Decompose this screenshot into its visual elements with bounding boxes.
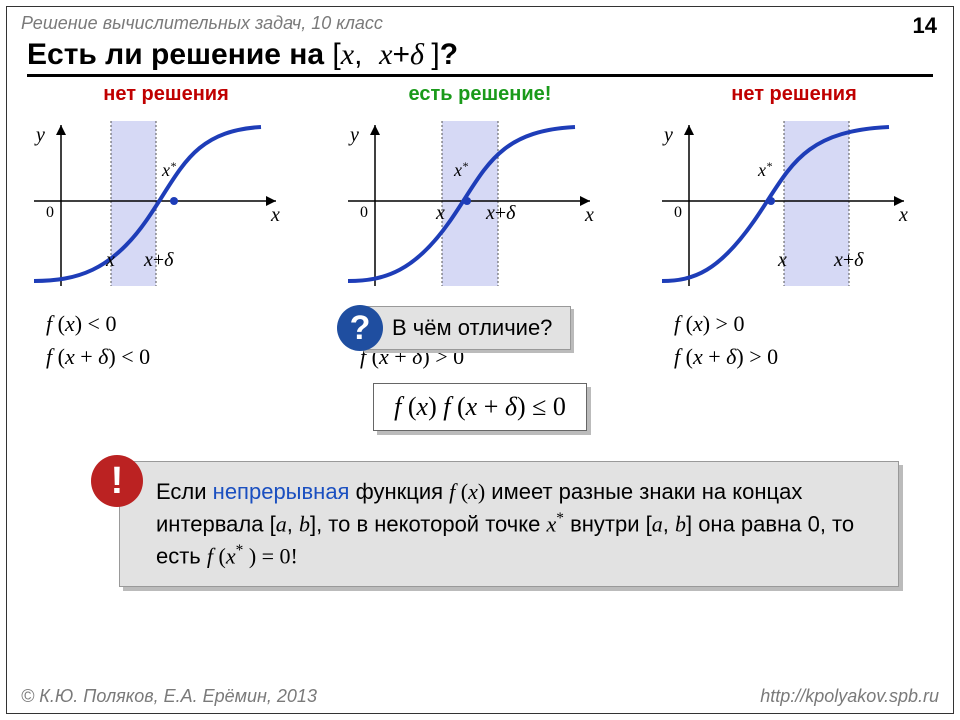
bolzano-wrap: ! Если непрерывная функция f (x) имеет р… (67, 461, 923, 587)
question-text: В чём отличие? (361, 306, 571, 350)
bolzano-a: a (276, 511, 287, 536)
svg-text:y: y (662, 124, 673, 146)
bolzano-t2: функция (349, 479, 449, 504)
svg-text:x*: x* (757, 159, 772, 180)
bolzano-xstar: x (546, 511, 556, 536)
svg-text:x: x (777, 249, 787, 271)
center-formula: f (x) f (x + δ) ≤ 0 (373, 383, 587, 431)
title-rule (27, 74, 933, 77)
bolzano-a2: a (652, 511, 663, 536)
graph-1-svg: y x 0 x* x x+δ (16, 111, 306, 296)
graph-1-caption: нет решения (16, 83, 316, 109)
page-number: 14 (913, 13, 937, 39)
question-badge: ? (337, 305, 383, 351)
svg-text:0: 0 (46, 204, 54, 221)
svg-text:x: x (898, 204, 908, 226)
footer-url: http://kpolyakov.spb.ru (760, 686, 939, 707)
bolzano-sup1: * (556, 510, 564, 527)
bolzano-blue: непрерывная (213, 479, 350, 504)
question-callout: ? В чём отличие? (337, 305, 571, 351)
bolzano-box: Если непрерывная функция f (x) имеет раз… (119, 461, 899, 587)
svg-text:x: x (105, 249, 115, 271)
bolzano-t4: ], то в некоторой точке (310, 511, 547, 536)
svg-text:x+δ: x+δ (143, 249, 174, 271)
bolzano-t5: внутри [ (564, 511, 652, 536)
svg-text:y: y (348, 124, 359, 146)
bolzano-t7: ) = 0! (243, 543, 298, 568)
exclaim-badge: ! (91, 455, 143, 507)
bolzano-comma1: , (287, 511, 299, 536)
bolzano-b: b (299, 511, 310, 536)
footer-copyright: © К.Ю. Поляков, Е.А. Ерёмин, 2013 (21, 686, 317, 707)
bolzano-b2: b (675, 511, 686, 536)
bolzano-fx: f (449, 479, 461, 504)
svg-text:x: x (584, 204, 594, 226)
svg-text:y: y (34, 124, 45, 146)
graph-2-svg: y x 0 x* x x+δ (330, 111, 620, 296)
slide-title: Есть ли решение на [x, x+δ ]? (7, 36, 953, 72)
bolzano-t1: Если (156, 479, 213, 504)
svg-text:0: 0 (674, 204, 682, 221)
title-suffix: ? (440, 38, 458, 71)
svg-text:0: 0 (360, 204, 368, 221)
svg-text:x: x (270, 204, 280, 226)
center-formula-wrap: f (x) f (x + δ) ≤ 0 (7, 383, 953, 431)
svg-text:x+δ: x+δ (485, 202, 516, 224)
graph-3-svg: y x 0 x* x x+δ (644, 111, 934, 296)
bolzano-fxstar: f (207, 543, 219, 568)
bolzano-comma2: , (663, 511, 675, 536)
question-callout-row: ? В чём отличие? (7, 305, 953, 363)
slide-header: Решение вычислительных задач, 10 класс (7, 7, 953, 36)
graph-3-caption: нет решения (644, 83, 944, 109)
graph-2-caption: есть решение! (330, 83, 630, 109)
svg-text:x: x (435, 202, 445, 224)
title-prefix: Есть ли решение на (27, 38, 332, 71)
slide-footer: © К.Ю. Поляков, Е.А. Ерёмин, 2013 http:/… (7, 682, 953, 713)
svg-text:x+δ: x+δ (833, 249, 864, 271)
